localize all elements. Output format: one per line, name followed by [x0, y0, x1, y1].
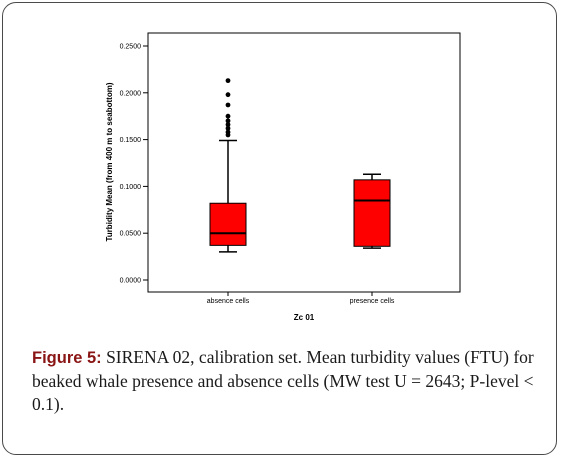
outlier-point	[225, 102, 231, 108]
y-tick-label: 0.2500	[120, 44, 142, 51]
plot-area	[147, 32, 461, 293]
y-axis-title: Turbidity Mean (from 400 m to seabottom)	[105, 82, 114, 241]
figure-caption: Figure 5: SIRENA 02, calibration set. Me…	[32, 346, 542, 416]
caption-text: SIRENA 02, calibration set. Mean turbidi…	[32, 347, 534, 414]
y-tick-label: 0.2000	[120, 90, 142, 97]
outlier-point	[225, 113, 231, 119]
outlier-point	[225, 78, 231, 84]
y-axis: 0.0000 0.0500 0.1000 0.1500 0.2000 0.2500	[120, 44, 148, 285]
box-plot-chart: 0.0000 0.0500 0.1000 0.1500 0.2000 0.2500 abs…	[105, 32, 461, 322]
outlier-point	[225, 92, 231, 98]
caption-label: Figure 5:	[32, 349, 102, 367]
outlier-point	[225, 125, 231, 131]
x-axis-title: Zc 01	[294, 313, 315, 322]
x-tick-label: absence cells	[207, 298, 250, 305]
box-iqr	[353, 179, 391, 247]
y-tick-label: 0.1500	[120, 137, 142, 144]
outlier-point	[225, 118, 231, 124]
x-tick-label: presence cells	[350, 298, 395, 305]
y-tick-label: 0.1000	[120, 184, 142, 191]
outlier-point	[225, 129, 231, 135]
outlier-point	[225, 122, 231, 128]
boxes-layer	[209, 78, 391, 253]
x-axis: absence cells presence cells	[207, 292, 395, 305]
y-tick-label: 0.0500	[120, 231, 142, 238]
box-iqr	[209, 202, 247, 246]
y-tick-label: 0.0000	[120, 278, 142, 285]
